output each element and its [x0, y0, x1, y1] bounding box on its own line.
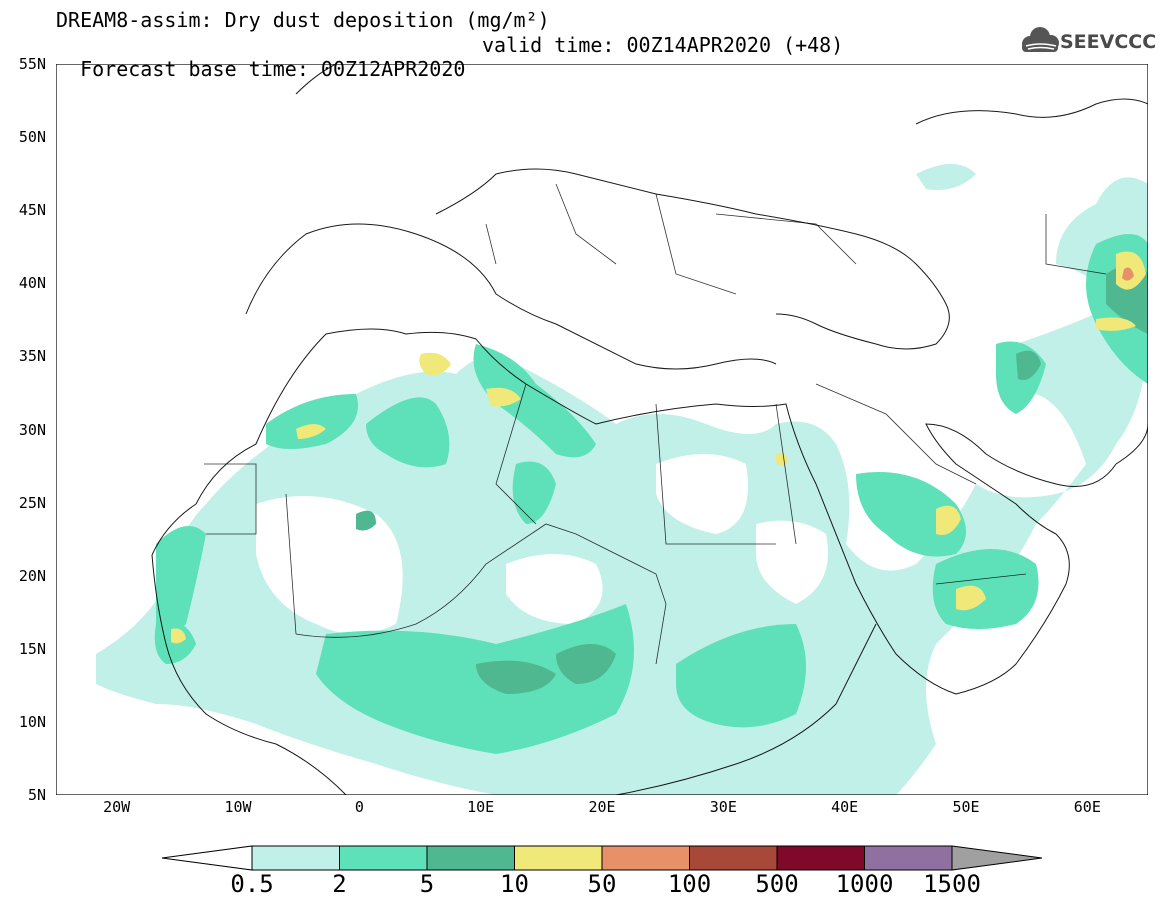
cloud-icon — [1022, 27, 1059, 52]
legend-swatch — [426, 845, 515, 871]
lon-tick-label: 30E — [709, 798, 737, 816]
lat-tick-label: 20N — [18, 566, 46, 585]
legend-swatch — [514, 845, 603, 871]
lon-tick-label: 40E — [831, 798, 859, 816]
lat-tick-label: 50N — [18, 128, 46, 147]
lat-tick-label: 45N — [18, 201, 46, 220]
lat-tick-label: 40N — [18, 274, 46, 293]
lat-tick-label: 5N — [27, 786, 46, 804]
legend-swatch — [689, 845, 778, 871]
lon-tick-label: 20E — [588, 798, 616, 816]
lon-tick-label: 20W — [103, 798, 131, 816]
legend-swatch — [339, 845, 428, 871]
legend-label: 10 — [500, 870, 529, 898]
map-title: DREAM8-assim: Dry dust deposition (mg/m²… — [56, 8, 550, 32]
lat-tick-label: 30N — [18, 420, 46, 439]
map-subtitle: Forecast base time: 00Z12APR2020 valid t… — [56, 33, 843, 105]
coastlines — [151, 64, 1148, 795]
lon-tick-label: 10E — [467, 798, 495, 816]
lon-tick-label: 60E — [1073, 798, 1101, 816]
legend-colorbar — [162, 845, 1042, 871]
legend-swatch — [601, 845, 690, 871]
legend-swatch — [864, 845, 953, 871]
lat-tick-label: 15N — [18, 639, 46, 658]
legend-label: 50 — [587, 870, 617, 898]
valid-time: valid time: 00Z14APR2020 (+48) — [482, 33, 844, 57]
logo-text: SEEVCCC — [1060, 31, 1157, 53]
country-borders — [204, 183, 1107, 665]
legend-label: 100 — [667, 870, 712, 898]
lat-tick-label: 10N — [18, 712, 46, 731]
lon-tick-label: 10W — [224, 798, 252, 816]
legend-label: 0.5 — [230, 870, 274, 898]
lat-tick-label: 35N — [18, 347, 46, 366]
dust-level-5-areas — [1122, 267, 1134, 281]
lon-tick-label: 50E — [952, 798, 980, 816]
dust-map — [56, 64, 1148, 795]
dust-level-4-areas — [171, 251, 1146, 644]
legend-swatch — [776, 845, 865, 871]
forecast-base-time: Forecast base time: 00Z12APR2020 — [80, 57, 466, 81]
legend-label: 2 — [332, 870, 347, 898]
lat-tick-label: 55N — [18, 55, 46, 73]
lon-tick-label: 0 — [354, 798, 364, 816]
legend-label: 1500 — [923, 870, 981, 898]
legend-label: 1000 — [835, 870, 894, 898]
legend-swatch — [251, 845, 340, 871]
legend-label: 500 — [755, 870, 799, 898]
lat-tick-label: 25N — [18, 493, 46, 512]
legend-label: 5 — [419, 870, 435, 898]
